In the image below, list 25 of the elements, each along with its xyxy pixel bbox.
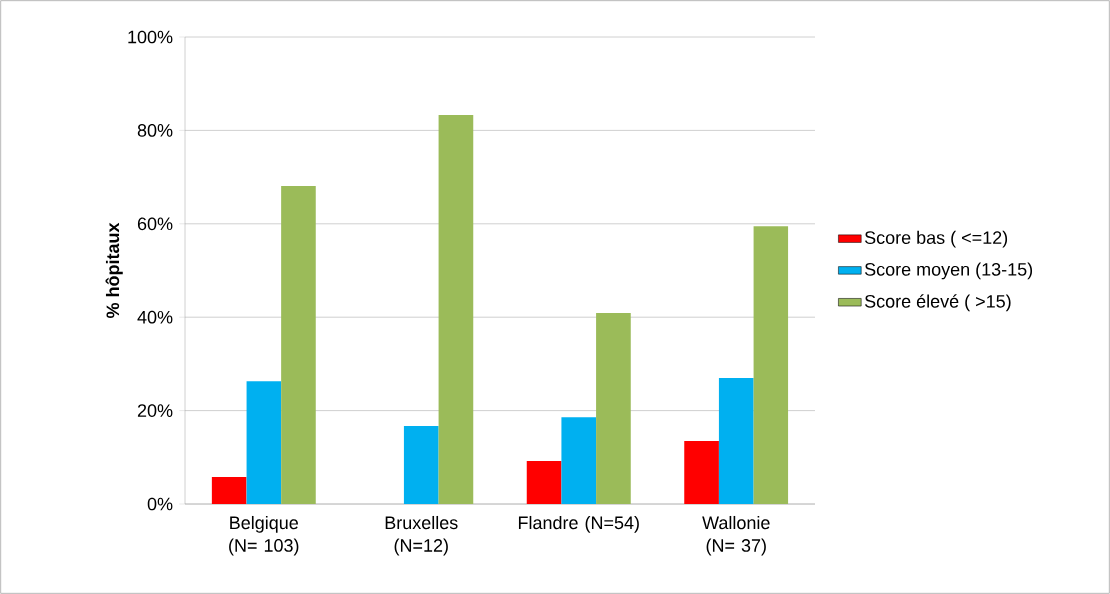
legend-label: Score moyen (13-15): [864, 262, 1033, 280]
y-tick-label: 80%: [137, 124, 173, 137]
y-tick-label: 0%: [147, 497, 173, 511]
x-tick-label: Wallonie (N= 37): [702, 515, 770, 556]
y-tick-label: 100%: [128, 30, 173, 44]
y-tick-label: 60%: [137, 217, 173, 231]
bar: [596, 313, 631, 504]
legend-label: Score élevé ( >15): [864, 294, 1011, 312]
bar: [403, 426, 439, 504]
bar: [753, 226, 789, 504]
bar: [561, 417, 597, 504]
x-tick-label: Bruxelles (N=12): [385, 515, 458, 556]
bar: [246, 381, 282, 504]
bar: [211, 476, 247, 504]
bar: [684, 440, 719, 504]
x-tick-label: Belgique (N= 103): [229, 515, 299, 556]
legend-label: Score bas ( <=12): [864, 230, 1008, 248]
bar: [718, 377, 754, 504]
y-axis-title: % hôpitaux: [105, 222, 123, 319]
bar: [526, 461, 562, 504]
y-tick-label: 40%: [137, 310, 173, 324]
x-tick-label: Flandre (N=54): [518, 515, 639, 533]
y-tick-label: 20%: [137, 404, 173, 417]
bar: [281, 185, 316, 504]
bar: [438, 114, 474, 504]
